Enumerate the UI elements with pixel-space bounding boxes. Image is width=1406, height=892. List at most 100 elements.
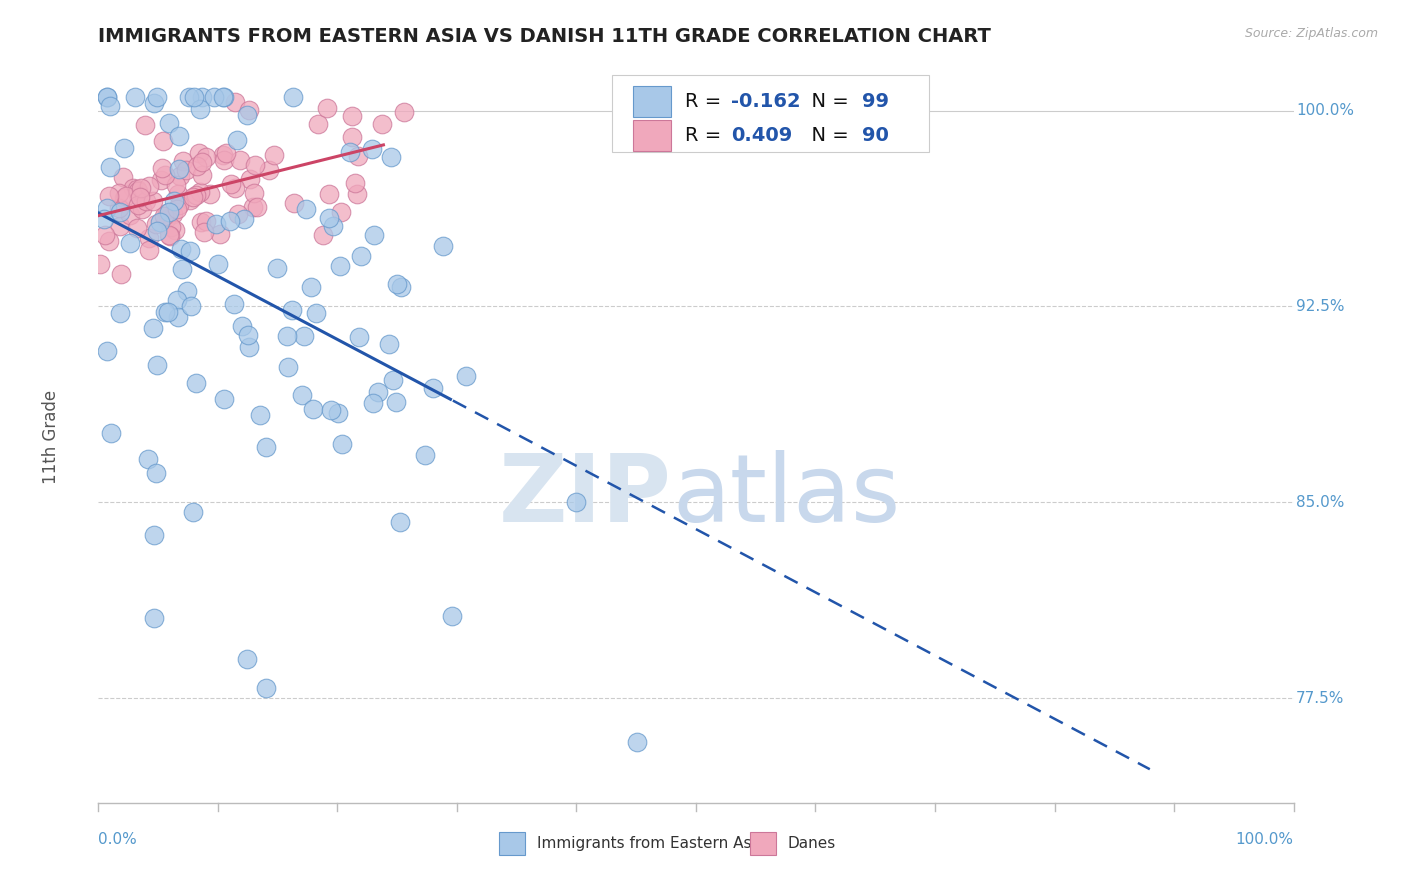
Point	[281, 90, 304, 104]
Point	[179, 244, 201, 258]
Point	[127, 198, 149, 212]
Point	[96, 201, 118, 215]
Point	[177, 90, 200, 104]
Text: 100.0%: 100.0%	[1296, 103, 1354, 118]
Point	[330, 437, 353, 451]
Point	[108, 186, 131, 201]
Point	[564, 494, 586, 508]
Point	[153, 209, 176, 223]
Point	[195, 213, 218, 227]
Point	[380, 150, 402, 164]
Point	[166, 293, 188, 307]
Point	[166, 310, 188, 324]
Point	[181, 505, 204, 519]
Point	[339, 145, 361, 159]
Point	[179, 193, 201, 207]
Point	[626, 735, 648, 749]
Point	[110, 268, 132, 282]
Point	[145, 466, 167, 480]
Text: Source: ZipAtlas.com: Source: ZipAtlas.com	[1244, 27, 1378, 40]
Text: ZIP: ZIP	[499, 450, 672, 541]
Point	[225, 133, 247, 147]
FancyBboxPatch shape	[749, 832, 776, 855]
Point	[219, 214, 242, 228]
Point	[316, 101, 339, 115]
Point	[361, 396, 384, 410]
FancyBboxPatch shape	[633, 120, 671, 151]
Point	[159, 204, 181, 219]
Text: R =: R =	[685, 126, 728, 145]
Point	[222, 297, 245, 311]
Text: R =: R =	[685, 92, 728, 112]
Point	[361, 142, 384, 156]
Point	[208, 227, 231, 242]
Point	[166, 202, 188, 216]
Point	[167, 128, 190, 143]
Point	[347, 149, 370, 163]
Point	[115, 189, 138, 203]
Point	[186, 376, 208, 391]
Point	[194, 150, 217, 164]
Point	[344, 176, 367, 190]
Point	[238, 327, 260, 342]
Point	[305, 306, 328, 320]
Point	[150, 161, 173, 175]
Point	[145, 223, 167, 237]
Point	[176, 285, 198, 299]
Point	[243, 186, 266, 200]
FancyBboxPatch shape	[633, 87, 671, 117]
Point	[202, 90, 225, 104]
Point	[215, 145, 238, 160]
Point	[224, 95, 246, 109]
Point	[135, 194, 157, 208]
Point	[292, 329, 315, 343]
Point	[174, 162, 197, 177]
Point	[118, 208, 141, 222]
Point	[172, 154, 194, 169]
Point	[276, 329, 298, 343]
Point	[145, 90, 167, 104]
Point	[440, 609, 463, 624]
Point	[322, 219, 344, 234]
Point	[367, 385, 389, 400]
Point	[98, 160, 121, 174]
Point	[263, 147, 285, 161]
Point	[156, 206, 179, 220]
Point	[249, 408, 271, 422]
Point	[167, 198, 190, 212]
Point	[191, 169, 214, 183]
Point	[229, 153, 252, 168]
Point	[96, 90, 118, 104]
Point	[188, 102, 211, 116]
Point	[301, 401, 323, 416]
Point	[242, 200, 264, 214]
Point	[136, 452, 159, 467]
Point	[350, 249, 373, 263]
Point	[163, 223, 186, 237]
Point	[385, 394, 408, 409]
Point	[211, 147, 233, 161]
Point	[110, 205, 132, 219]
Point	[198, 187, 221, 202]
Point	[163, 194, 186, 208]
Point	[143, 611, 166, 625]
Point	[231, 319, 253, 334]
Text: atlas: atlas	[672, 450, 900, 541]
Point	[170, 242, 193, 256]
Point	[307, 117, 329, 131]
Point	[149, 214, 172, 228]
Text: 99: 99	[862, 92, 889, 112]
Point	[432, 239, 454, 253]
Point	[118, 235, 141, 250]
Point	[235, 652, 257, 666]
Point	[93, 212, 115, 227]
Point	[326, 406, 349, 420]
Point	[186, 159, 208, 173]
Point	[212, 392, 235, 407]
Point	[162, 207, 184, 221]
Text: 92.5%: 92.5%	[1296, 299, 1344, 314]
Text: Danes: Danes	[787, 837, 837, 851]
Point	[212, 153, 235, 167]
Point	[246, 201, 269, 215]
Point	[456, 368, 478, 383]
